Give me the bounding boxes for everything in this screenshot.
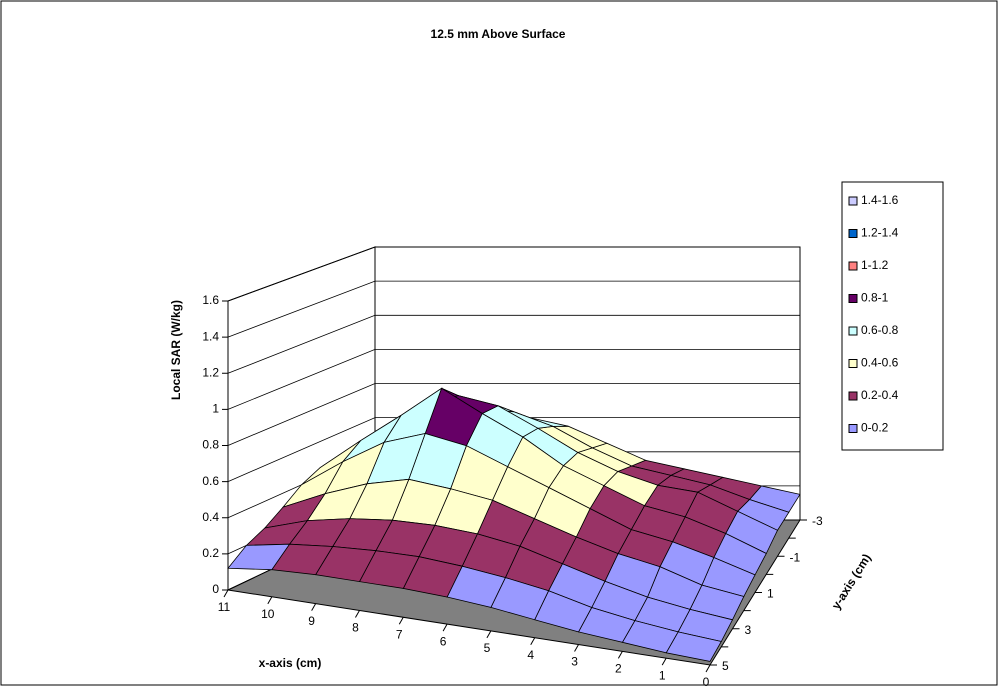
z-tick-label: 0.6	[202, 474, 219, 488]
z-tick-label: 0.2	[202, 546, 219, 560]
legend-swatch	[848, 391, 858, 401]
legend-label: 0.2-0.4	[861, 388, 899, 402]
y-tick-label: -3	[812, 514, 823, 528]
z-tick-label: 1.2	[202, 365, 219, 379]
x-tick-label: 10	[261, 607, 275, 621]
z-tick-label: 0.4	[202, 510, 219, 524]
grid-line	[227, 383, 800, 446]
legend-swatch	[848, 196, 858, 206]
x-tick	[442, 623, 448, 632]
legend-label: 0.6-0.8	[861, 323, 899, 337]
legend-label: 0.4-0.6	[861, 356, 899, 370]
x-axis-title: x-axis (cm)	[259, 656, 322, 670]
x-tick-label: 6	[440, 634, 447, 648]
x-tick	[617, 651, 623, 659]
legend-swatch	[848, 424, 858, 433]
z-tick-label: 0.8	[202, 438, 219, 452]
grid-line	[227, 314, 800, 374]
x-tick	[398, 617, 404, 625]
x-tick	[530, 637, 536, 645]
z-axis-title: Local SAR (W/kg)	[169, 300, 183, 400]
x-tick	[574, 644, 579, 652]
z-tick-label: 1.6	[202, 293, 219, 307]
x-tick-label: 5	[484, 641, 491, 655]
legend-label: 1.2-1.4	[861, 226, 899, 240]
x-tick-label: 9	[308, 614, 315, 628]
x-tick-label: 2	[615, 662, 622, 676]
legend	[841, 181, 944, 451]
legend-label: 0-0.2	[861, 421, 889, 435]
x-tick	[705, 664, 711, 673]
x-tick-label: 11	[218, 600, 231, 614]
grid-line	[227, 246, 800, 302]
x-tick-label: 4	[527, 648, 534, 662]
x-tick	[486, 630, 492, 639]
grid-line	[227, 417, 800, 482]
y-tick-label: 3	[745, 623, 752, 637]
legend-label: 0.8-1	[861, 291, 889, 305]
legend-label: 1-1.2	[861, 258, 889, 272]
x-tick	[355, 610, 360, 618]
x-tick-label: 0	[703, 675, 710, 687]
legend-swatch	[848, 261, 858, 271]
x-tick-label: 3	[571, 655, 578, 669]
y-tick-label: -1	[790, 550, 801, 564]
chart-title: 12.5 mm Above Surface	[431, 27, 566, 41]
legend-label: 1.4-1.6	[861, 193, 899, 207]
legend-swatch	[848, 326, 858, 336]
z-tick-label: 1.4	[202, 329, 219, 343]
grid-line	[227, 280, 800, 338]
x-tick	[661, 657, 667, 666]
x-tick-label: 1	[659, 668, 666, 682]
x-tick	[267, 596, 273, 605]
z-tick-label: 1	[212, 402, 219, 416]
grid-line	[227, 348, 800, 410]
legend-swatch	[848, 294, 858, 303]
legend-swatch	[848, 229, 858, 238]
z-tick-label: 0	[212, 582, 219, 596]
y-tick-label: 5	[722, 659, 729, 673]
x-tick	[223, 589, 229, 598]
x-tick-label: 7	[396, 627, 403, 641]
x-tick	[311, 603, 317, 611]
surface-patch	[227, 543, 291, 571]
x-tick-label: 8	[352, 621, 359, 635]
y-tick-label: 1	[767, 587, 774, 601]
legend-swatch	[848, 359, 858, 368]
